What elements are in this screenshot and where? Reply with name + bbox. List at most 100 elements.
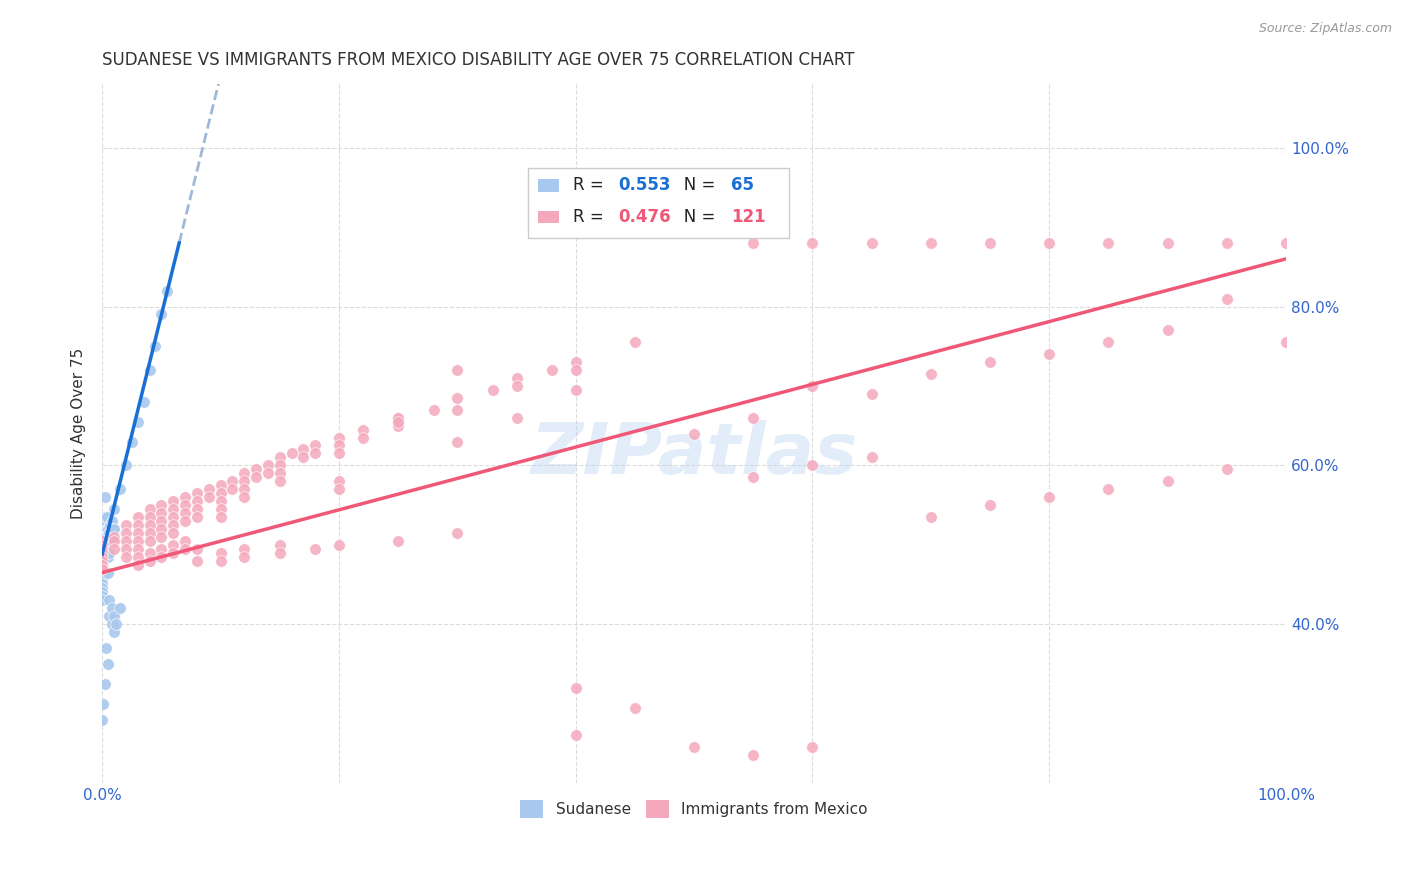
Point <box>162 494 184 508</box>
Point <box>564 383 586 397</box>
Point <box>233 475 256 489</box>
Point <box>174 514 197 528</box>
Point <box>245 470 267 484</box>
Point <box>98 525 121 540</box>
Point <box>1156 323 1178 337</box>
Point <box>127 415 149 429</box>
Point <box>209 554 232 568</box>
Point <box>352 431 374 445</box>
Point <box>564 355 586 369</box>
Point <box>91 566 114 580</box>
Point <box>94 510 117 524</box>
Point <box>138 546 160 560</box>
Point <box>801 458 824 473</box>
Point <box>387 410 409 425</box>
Point <box>446 402 468 417</box>
FancyBboxPatch shape <box>529 168 789 238</box>
Text: N =: N = <box>668 177 721 194</box>
Point <box>100 517 122 532</box>
Point <box>138 554 160 568</box>
Point <box>564 728 586 742</box>
Point <box>742 470 765 484</box>
Point <box>221 482 243 496</box>
Point <box>91 522 114 536</box>
Point <box>97 522 120 536</box>
Point <box>91 569 114 583</box>
Point <box>742 235 765 250</box>
Point <box>801 740 824 755</box>
Point <box>801 379 824 393</box>
Legend: Sudanese, Immigrants from Mexico: Sudanese, Immigrants from Mexico <box>515 794 873 824</box>
Point <box>91 541 114 556</box>
Point <box>145 339 167 353</box>
Point <box>186 510 208 524</box>
Point <box>91 541 114 556</box>
Point <box>91 713 114 727</box>
Point <box>1216 462 1239 476</box>
Point <box>233 490 256 504</box>
Point <box>150 522 173 536</box>
Point <box>91 530 114 544</box>
Point <box>269 458 291 473</box>
Point <box>91 561 114 575</box>
Point <box>269 467 291 481</box>
Point <box>91 558 114 572</box>
Point <box>132 394 155 409</box>
Point <box>304 446 326 460</box>
Point <box>269 450 291 465</box>
Point <box>920 367 942 381</box>
Point <box>209 486 232 500</box>
Point <box>979 355 1001 369</box>
Point <box>150 549 173 564</box>
Point <box>94 538 117 552</box>
Point <box>91 590 114 604</box>
Point <box>979 498 1001 512</box>
Point <box>150 530 173 544</box>
Point <box>233 467 256 481</box>
Text: ZIPatlas: ZIPatlas <box>530 420 858 489</box>
Point <box>115 533 138 548</box>
Point <box>162 546 184 560</box>
Point <box>121 434 143 449</box>
Point <box>97 657 120 671</box>
Point <box>174 506 197 520</box>
Point <box>209 478 232 492</box>
Point <box>801 235 824 250</box>
Point <box>197 490 219 504</box>
Point <box>446 434 468 449</box>
Point <box>96 510 118 524</box>
Point <box>446 363 468 377</box>
Point <box>221 475 243 489</box>
Point <box>257 467 280 481</box>
Point <box>352 423 374 437</box>
Point <box>93 697 115 711</box>
Text: R =: R = <box>574 208 609 226</box>
Point <box>446 525 468 540</box>
Point <box>103 533 125 548</box>
Point <box>127 510 149 524</box>
Point <box>115 525 138 540</box>
Point <box>233 482 256 496</box>
Point <box>127 525 149 540</box>
Point <box>91 577 114 591</box>
Point <box>91 533 114 548</box>
Point <box>127 533 149 548</box>
Point <box>93 538 115 552</box>
Point <box>505 371 527 385</box>
Point <box>564 363 586 377</box>
Point <box>186 486 208 500</box>
Point <box>387 418 409 433</box>
FancyBboxPatch shape <box>538 179 560 192</box>
Point <box>91 549 114 564</box>
Point <box>93 490 115 504</box>
Point <box>162 502 184 516</box>
Point <box>94 530 117 544</box>
Point <box>1097 335 1119 350</box>
Point <box>328 446 350 460</box>
Point <box>505 410 527 425</box>
Point <box>100 514 122 528</box>
Point <box>91 554 114 568</box>
Y-axis label: Disability Age Over 75: Disability Age Over 75 <box>72 348 86 519</box>
Point <box>920 510 942 524</box>
Point <box>245 462 267 476</box>
